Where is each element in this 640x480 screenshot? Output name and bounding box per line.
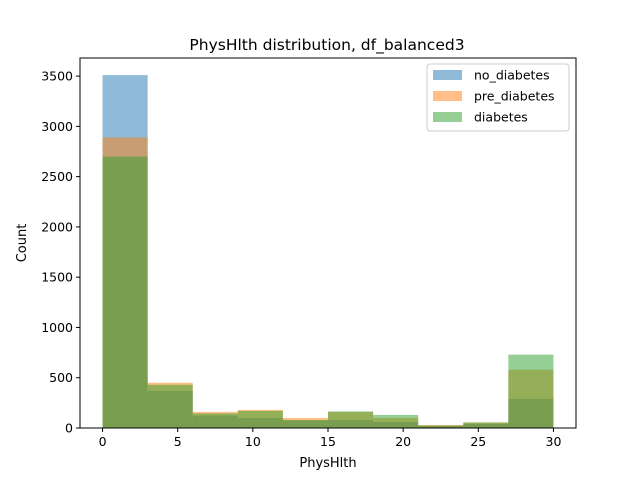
bar-diabetes-2 [192, 413, 238, 428]
legend-label-pre_diabetes: pre_diabetes [474, 89, 555, 104]
x-tick-label: 0 [99, 434, 107, 449]
bar-diabetes-8 [463, 422, 509, 428]
legend-swatch-no_diabetes [433, 70, 462, 80]
legend-label-diabetes: diabetes [474, 110, 528, 125]
y-tick-label: 500 [49, 370, 73, 385]
x-tick-label: 25 [470, 434, 486, 449]
legend-swatch-pre_diabetes [433, 91, 462, 101]
legend: no_diabetes pre_diabetes diabetes [426, 63, 570, 132]
y-tick-label: 2000 [41, 219, 73, 234]
bars-group [102, 75, 554, 429]
y-tick-label: 0 [65, 421, 73, 436]
legend-swatch-diabetes [433, 112, 462, 122]
x-tick-label: 30 [546, 434, 562, 449]
y-axis: 0 500 1000 1500 2000 2500 3000 3500 [41, 69, 80, 436]
y-tick-label: 1000 [41, 320, 73, 335]
y-tick-label: 3000 [41, 119, 73, 134]
y-axis-label: Count [15, 224, 30, 263]
y-tick-label: 2500 [41, 169, 73, 184]
bar-diabetes-6 [373, 414, 419, 428]
legend-label-no_diabetes: no_diabetes [474, 68, 550, 83]
x-tick-label: 15 [320, 434, 336, 449]
x-tick-label: 20 [395, 434, 411, 449]
bar-diabetes-9 [508, 354, 554, 428]
x-axis-label: PhysHlth [299, 456, 356, 471]
legend-box [426, 63, 570, 132]
bar-diabetes-0 [102, 156, 148, 429]
y-tick-label: 1500 [41, 270, 73, 285]
bar-diabetes-5 [328, 411, 374, 428]
chart-title: PhysHlth distribution, df_balanced3 [189, 36, 464, 55]
bar-diabetes-4 [282, 419, 328, 428]
x-tick-label: 10 [245, 434, 261, 449]
bar-diabetes-7 [418, 425, 464, 428]
bar-diabetes-1 [147, 384, 193, 428]
bar-diabetes-3 [237, 410, 283, 428]
x-axis: 0 5 10 15 20 25 30 [99, 428, 562, 449]
y-tick-label: 3500 [41, 69, 73, 84]
x-tick-label: 5 [174, 434, 182, 449]
